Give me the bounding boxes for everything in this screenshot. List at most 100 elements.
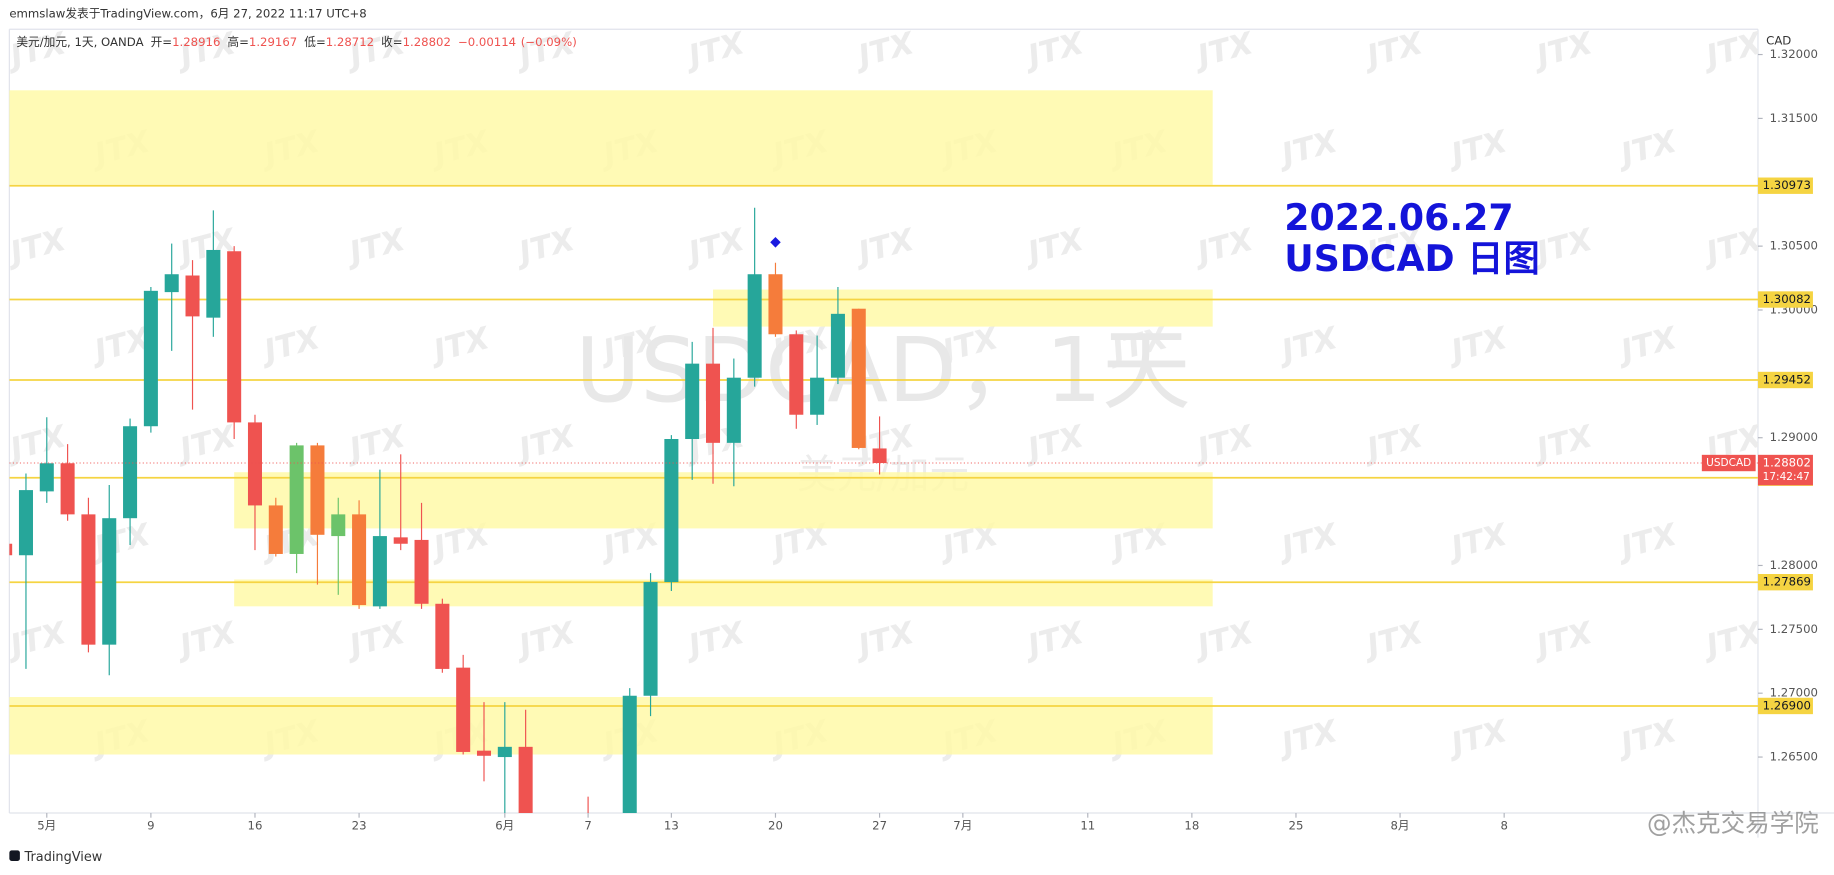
candle-body [789, 334, 804, 415]
candle-body [872, 448, 887, 464]
price-label: 1.28802 [1763, 456, 1811, 470]
level-label-box [1757, 371, 1813, 389]
candle-body [18, 490, 33, 556]
x-tick-label: 13 [664, 818, 679, 832]
candle-body [518, 746, 533, 814]
x-tick-label: 6月 [495, 818, 514, 832]
candle-body [414, 539, 429, 604]
x-tick-label: 27 [872, 818, 887, 832]
candle-body [705, 363, 721, 443]
level-label: 1.29452 [1763, 372, 1811, 386]
legend-key: 低= [304, 35, 325, 49]
legend-value: 1.28916 [172, 35, 220, 49]
y-tick-label: 1.31500 [1770, 111, 1818, 125]
annotation: 2022.06.27 [1284, 196, 1513, 239]
candle-body [851, 308, 866, 448]
candle-body [393, 537, 408, 544]
level-label-box [1757, 177, 1813, 194]
zone [234, 472, 1213, 529]
legend-value: 1.29167 [249, 35, 297, 49]
credit: @杰克交易学院 [1647, 809, 1819, 838]
y-tick-label: 1.26500 [1770, 750, 1818, 764]
candle-body [435, 603, 450, 669]
legend-symbol: 美元/加元, 1天, OANDA [16, 35, 143, 49]
legend-key: 高= [227, 35, 248, 49]
x-tick-label: 8月 [1391, 818, 1410, 832]
level-label-box [1757, 291, 1813, 308]
candle-body [830, 313, 845, 378]
overlay: 1.320001.315001.305001.300001.290001.280… [16, 35, 1818, 838]
x-tick-label: 9 [147, 818, 154, 832]
candle-body [643, 582, 658, 696]
zone [9, 90, 1213, 185]
x-tick-label: 8 [1500, 818, 1507, 832]
publisher: emmslaw发表于TradingView.com，6月 27, 2022 11… [9, 7, 366, 21]
legend: 美元/加元, 1天, OANDA 开=1.28916 高=1.29167 低=1.28… [16, 35, 576, 49]
y-tick-label: 1.32000 [1770, 47, 1818, 61]
y-tick-label: 1.29000 [1770, 430, 1818, 444]
y-tick-label: 1.27000 [1770, 686, 1818, 700]
y-tick-label: 1.28000 [1770, 558, 1818, 572]
x-tick-label: 16 [248, 818, 263, 832]
candle-body [331, 514, 346, 537]
candle-body [289, 445, 304, 554]
candle-body [227, 251, 242, 423]
x-tick-label: 20 [768, 818, 783, 832]
candle-body [497, 746, 512, 758]
level-label: 1.30973 [1763, 178, 1811, 192]
level-label: 1.30082 [1763, 292, 1811, 306]
candle-body [39, 463, 54, 492]
candle-body [185, 275, 200, 317]
zone [234, 579, 1213, 607]
candle-body [60, 463, 75, 515]
x-tick-label: 7月 [953, 818, 972, 832]
price-label-box [1757, 454, 1813, 486]
x-tick-label: 11 [1080, 818, 1095, 832]
level-label: 1.27869 [1763, 575, 1811, 589]
candle-body [164, 274, 179, 293]
logo-icon [9, 850, 20, 861]
countdown: 17:42:47 [1763, 471, 1810, 483]
legend-value: 1.28712 [326, 35, 374, 49]
legend-change: −0.00114 [458, 35, 516, 49]
candle-body [476, 750, 492, 756]
candle-body [685, 363, 700, 440]
candle-body [310, 445, 325, 535]
candle-body [143, 290, 158, 427]
candle-body [810, 377, 825, 415]
candle-body [664, 439, 679, 583]
legend-key: 开= [151, 35, 172, 49]
price-name: USDCAD [1706, 457, 1751, 469]
candle-body [622, 695, 637, 814]
brand: TradingView [24, 850, 103, 865]
annotation: USDCAD 日图 [1284, 237, 1540, 280]
y-tick-label: 1.27500 [1770, 622, 1818, 636]
candle-body [102, 518, 117, 645]
candle-body [268, 505, 283, 554]
x-tick-label: 25 [1289, 818, 1304, 832]
symbol-watermark: USDCAD，1天 [575, 318, 1190, 422]
brand-logo: TradingView [9, 850, 102, 865]
legend-key: 收= [381, 35, 402, 49]
axis-currency: CAD [1766, 33, 1791, 47]
x-tick-label: 7 [584, 818, 591, 832]
legend-change-pct: (−0.09%) [521, 35, 577, 49]
legend-value: 1.28802 [403, 35, 451, 49]
candle-body [726, 377, 741, 443]
candle-body [768, 274, 783, 335]
marker [770, 237, 781, 248]
level-label-box [1757, 574, 1813, 591]
level-label: 1.26900 [1763, 698, 1811, 712]
candle-body [456, 667, 471, 752]
candle-body [206, 249, 221, 318]
candle-body [747, 274, 762, 378]
candle-body [247, 422, 262, 506]
candle-body [352, 514, 367, 606]
candle-body [9, 543, 13, 556]
zone [713, 289, 1213, 327]
candle-body [81, 514, 96, 645]
plot: USDCAD，1天美元/加元 [9, 90, 1758, 814]
candle-body [372, 536, 387, 607]
